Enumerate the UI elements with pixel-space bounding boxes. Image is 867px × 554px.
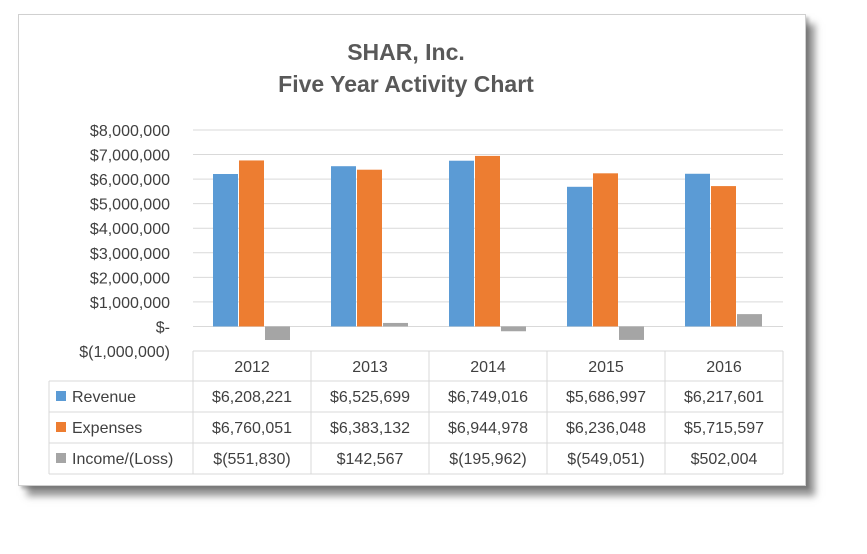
data-table-value: $142,567 [337, 451, 404, 468]
data-table-value: $6,208,221 [212, 389, 292, 406]
bar-expenses-2015 [593, 173, 618, 327]
chart-subtitle: Five Year Activity Chart [278, 71, 534, 97]
legend-label: Revenue [72, 389, 136, 406]
bar-income-loss-2014 [501, 326, 526, 332]
data-table-value: $6,749,016 [448, 389, 528, 406]
y-tick-label: $6,000,000 [90, 172, 170, 189]
y-tick-label: $3,000,000 [90, 246, 170, 263]
chart-card: SHAR, Inc. Five Year Activity Chart $8,0… [18, 14, 806, 486]
bar-income-loss-2016 [737, 314, 762, 327]
bar-income-loss-2013 [383, 322, 408, 327]
x-category-label: 2013 [352, 359, 388, 376]
y-tick-label: $(1,000,000) [79, 344, 170, 361]
chart-title: SHAR, Inc. [347, 39, 465, 65]
data-table-value: $6,760,051 [212, 420, 292, 437]
data-table-value: $502,004 [691, 451, 758, 468]
legend-label: Expenses [72, 420, 142, 437]
chart: SHAR, Inc. Five Year Activity Chart $8,0… [48, 39, 784, 475]
legend-key-revenue [56, 391, 66, 401]
data-table-value: $6,217,601 [684, 389, 764, 406]
bar-income-loss-2015 [619, 326, 644, 340]
legend-label: Income/(Loss) [72, 451, 173, 468]
data-table-value: $6,383,132 [330, 420, 410, 437]
bar-revenue-2013 [331, 166, 356, 327]
data-table-value: $5,715,597 [684, 420, 764, 437]
data-table-value: $(549,051) [567, 451, 644, 468]
bar-expenses-2014 [475, 155, 500, 327]
data-table-value: $(195,962) [449, 451, 526, 468]
bar-revenue-2014 [449, 160, 474, 327]
data-table-value: $6,525,699 [330, 389, 410, 406]
data-table-value: $6,236,048 [566, 420, 646, 437]
data-table-value: $5,686,997 [566, 389, 646, 406]
bar-revenue-2015 [567, 186, 592, 327]
data-table: 2012 2013 2014 2015 2016 Revenue $6,208,221 $6,… [48, 350, 784, 475]
y-tick-label: $- [156, 319, 170, 336]
bar-income-loss-2012 [265, 326, 290, 340]
x-category-label: 2016 [706, 359, 742, 376]
bar-expenses-2013 [357, 169, 382, 327]
bars [213, 155, 762, 340]
y-tick-label: $8,000,000 [90, 123, 170, 140]
bar-expenses-2012 [239, 160, 264, 327]
data-table-value: $6,944,978 [448, 420, 528, 437]
y-tick-label: $1,000,000 [90, 295, 170, 312]
y-tick-label: $5,000,000 [90, 197, 170, 214]
x-category-label: 2014 [470, 359, 506, 376]
bar-expenses-2016 [711, 186, 736, 327]
y-tick-label: $4,000,000 [90, 221, 170, 238]
y-axis-ticks: $8,000,000 $7,000,000 $6,000,000 $5,000,000… [79, 123, 170, 361]
legend-key-expenses [56, 422, 66, 432]
x-category-label: 2015 [588, 359, 624, 376]
legend-key-income-loss [56, 453, 66, 463]
y-tick-label: $7,000,000 [90, 148, 170, 165]
y-tick-label: $2,000,000 [90, 270, 170, 287]
bar-revenue-2012 [213, 173, 238, 327]
x-category-label: 2012 [234, 359, 270, 376]
bar-revenue-2016 [685, 173, 710, 327]
data-table-value: $(551,830) [213, 451, 290, 468]
